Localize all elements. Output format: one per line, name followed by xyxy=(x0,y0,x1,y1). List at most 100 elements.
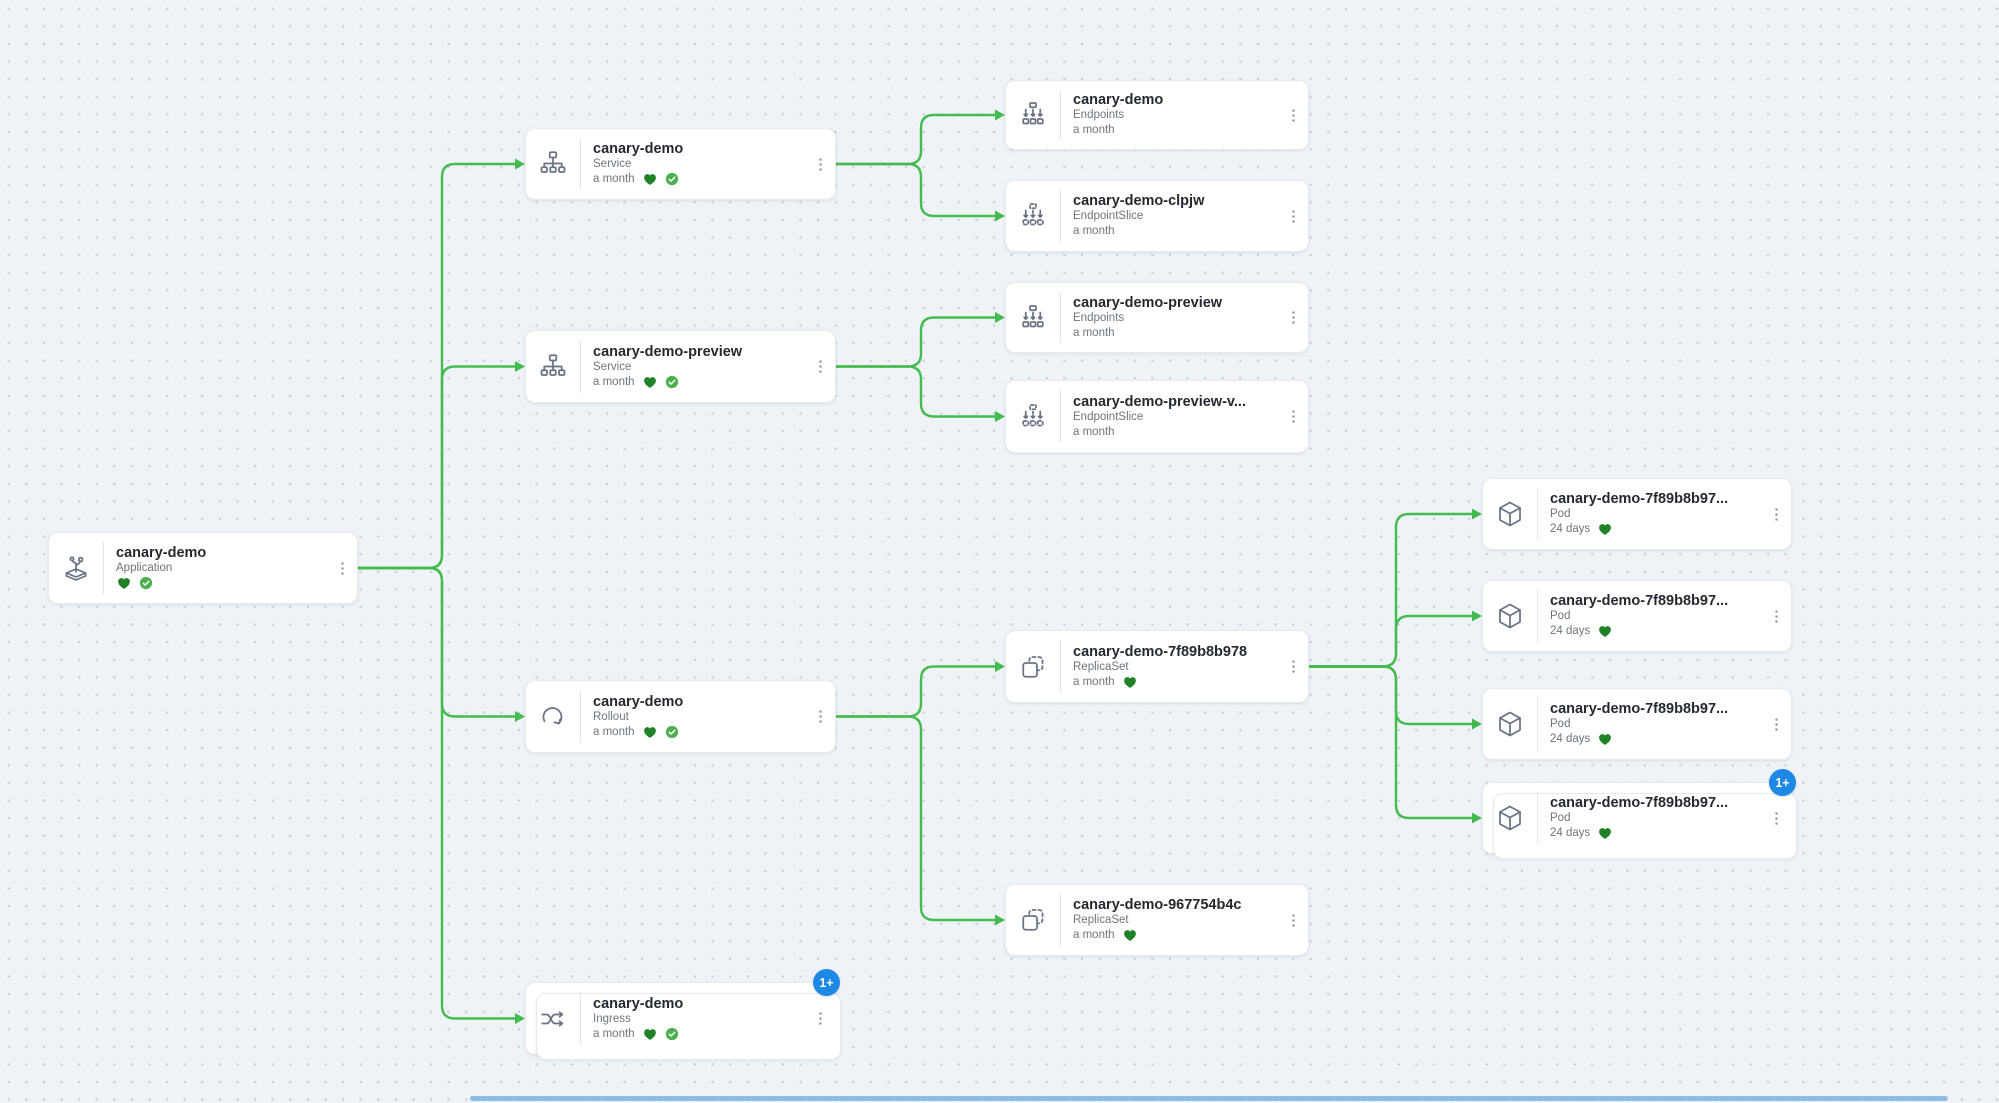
kebab-menu-icon[interactable] xyxy=(1761,783,1791,853)
resource-node-ep2[interactable]: canary-demo-preview Endpoints a month xyxy=(1005,282,1309,353)
node-kind: EndpointSlice xyxy=(1073,410,1144,423)
sync-check-icon xyxy=(665,1027,679,1041)
card-divider xyxy=(580,138,581,190)
endpoints-icon xyxy=(1022,304,1044,327)
endpointslice-icon xyxy=(1022,203,1044,226)
kebab-menu-icon[interactable] xyxy=(805,681,835,752)
node-title: canary-demo xyxy=(593,995,684,1012)
kebab-menu-icon[interactable] xyxy=(1278,283,1308,352)
node-kind: Service xyxy=(593,360,632,373)
kebab-menu-icon[interactable] xyxy=(1761,581,1791,651)
node-age: a month xyxy=(1073,425,1115,438)
resource-node-pod2[interactable]: canary-demo-7f89b8b97... Pod 24 days xyxy=(1482,580,1792,652)
card-divider xyxy=(1060,190,1061,242)
edge-app-rollout xyxy=(356,566,523,718)
node-age: 24 days xyxy=(1550,523,1591,535)
node-kind: Endpoints xyxy=(1073,109,1125,121)
edge-svc-preview-eps2 xyxy=(834,365,1003,418)
card-divider xyxy=(580,340,581,393)
card-divider xyxy=(1060,90,1061,140)
kebab-menu-icon[interactable] xyxy=(1278,81,1308,149)
card-divider xyxy=(1060,292,1061,343)
pod-icon xyxy=(1499,711,1521,737)
edge-arrowhead xyxy=(1472,508,1482,520)
edge-svc-preview-ep2 xyxy=(834,316,1003,368)
node-age: 24 days xyxy=(1550,827,1591,839)
edge-app-ingress xyxy=(356,566,523,1020)
health-heart-icon xyxy=(1597,521,1613,537)
edge-arrowhead xyxy=(515,1013,525,1024)
edge-arrowhead xyxy=(995,109,1005,121)
endpointslice-icon xyxy=(1022,403,1044,426)
node-kind: Rollout xyxy=(593,710,629,723)
kebab-menu-icon[interactable] xyxy=(805,983,835,1054)
kebab-menu-icon[interactable] xyxy=(1278,631,1308,702)
kebab-menu-icon[interactable] xyxy=(805,129,835,199)
more-items-badge[interactable]: 1+ xyxy=(1769,769,1796,796)
kebab-menu-icon[interactable] xyxy=(1278,381,1308,452)
resource-node-pod3[interactable]: canary-demo-7f89b8b97... Pod 24 days xyxy=(1482,688,1792,760)
card-divider xyxy=(1537,698,1538,750)
sync-check-icon xyxy=(665,375,679,389)
ingress-icon xyxy=(541,1010,564,1027)
card-divider xyxy=(1537,488,1538,540)
edge-arrowhead xyxy=(995,914,1005,926)
resource-node-rs1[interactable]: canary-demo-7f89b8b978 ReplicaSet a mont… xyxy=(1005,630,1309,703)
resource-node-ep1[interactable]: canary-demo Endpoints a month xyxy=(1005,80,1309,150)
node-kind: ReplicaSet xyxy=(1073,660,1129,673)
horizontal-scrollbar-thumb[interactable] xyxy=(470,1096,1948,1101)
kebab-menu-icon[interactable] xyxy=(1278,885,1308,955)
resource-node-ingress[interactable]: canary-demo Ingress a month 1+ xyxy=(525,969,841,1060)
resource-node-pod1[interactable]: canary-demo-7f89b8b97... Pod 24 days xyxy=(1482,478,1792,550)
edge-arrowhead xyxy=(1472,718,1482,730)
edge-arrowhead xyxy=(995,411,1005,422)
kebab-menu-icon[interactable] xyxy=(805,331,835,402)
node-title: canary-demo-clpjw xyxy=(1073,193,1205,209)
node-title: canary-demo-preview-v... xyxy=(1073,393,1246,410)
application-icon xyxy=(65,556,87,581)
node-title: canary-demo-7f89b8b978 xyxy=(1073,643,1248,660)
edge-svc-eps1 xyxy=(834,162,1003,218)
edge-arrowhead xyxy=(995,210,1005,222)
health-heart-icon xyxy=(116,575,132,591)
node-kind: Ingress xyxy=(593,1012,631,1025)
edge-rollout-rs2 xyxy=(834,715,1003,922)
endpoints-icon xyxy=(1022,102,1044,125)
node-age: a month xyxy=(593,173,635,185)
node-kind: Pod xyxy=(1550,718,1571,730)
edge-app-svc-preview xyxy=(356,365,523,570)
node-title: canary-demo-7f89b8b97... xyxy=(1550,491,1729,507)
resource-node-pod4[interactable]: canary-demo-7f89b8b97... Pod 24 days 1+ xyxy=(1482,769,1797,859)
kebab-menu-icon[interactable] xyxy=(327,533,357,603)
kebab-menu-icon[interactable] xyxy=(1278,181,1308,251)
resource-node-eps2[interactable]: canary-demo-preview-v... EndpointSlice a… xyxy=(1005,380,1309,453)
node-age: a month xyxy=(1073,225,1115,237)
edge-arrowhead xyxy=(995,661,1005,672)
health-heart-icon xyxy=(642,1026,658,1042)
edge-rs1-pod1 xyxy=(1307,512,1480,668)
edge-arrowhead xyxy=(995,312,1005,323)
card-divider xyxy=(1537,792,1538,844)
kebab-menu-icon[interactable] xyxy=(1761,689,1791,759)
service-icon xyxy=(540,151,566,173)
node-kind: Service xyxy=(593,158,632,170)
more-items-badge[interactable]: 1+ xyxy=(813,969,840,996)
kebab-menu-icon[interactable] xyxy=(1761,479,1791,549)
resource-node-svc-preview[interactable]: canary-demo-preview Service a month xyxy=(525,330,836,403)
replicaset-icon xyxy=(1022,909,1044,931)
node-age: a month xyxy=(1073,124,1115,136)
health-heart-icon xyxy=(642,374,658,390)
resource-node-rollout[interactable]: canary-demo Rollout a month xyxy=(525,680,836,753)
node-age: a month xyxy=(593,375,635,388)
resource-node-svc[interactable]: canary-demo Service a month xyxy=(525,128,836,200)
edge-arrowhead xyxy=(515,711,525,722)
health-heart-icon xyxy=(642,724,658,740)
node-title: canary-demo xyxy=(593,693,684,710)
resource-node-rs2[interactable]: canary-demo-967754b4c ReplicaSet a month xyxy=(1005,884,1309,956)
node-age: a month xyxy=(1073,675,1115,688)
node-age: a month xyxy=(1073,326,1115,339)
resource-node-eps1[interactable]: canary-demo-clpjw EndpointSlice a month xyxy=(1005,180,1309,252)
resource-node-app[interactable]: canary-demo Application xyxy=(48,532,358,604)
